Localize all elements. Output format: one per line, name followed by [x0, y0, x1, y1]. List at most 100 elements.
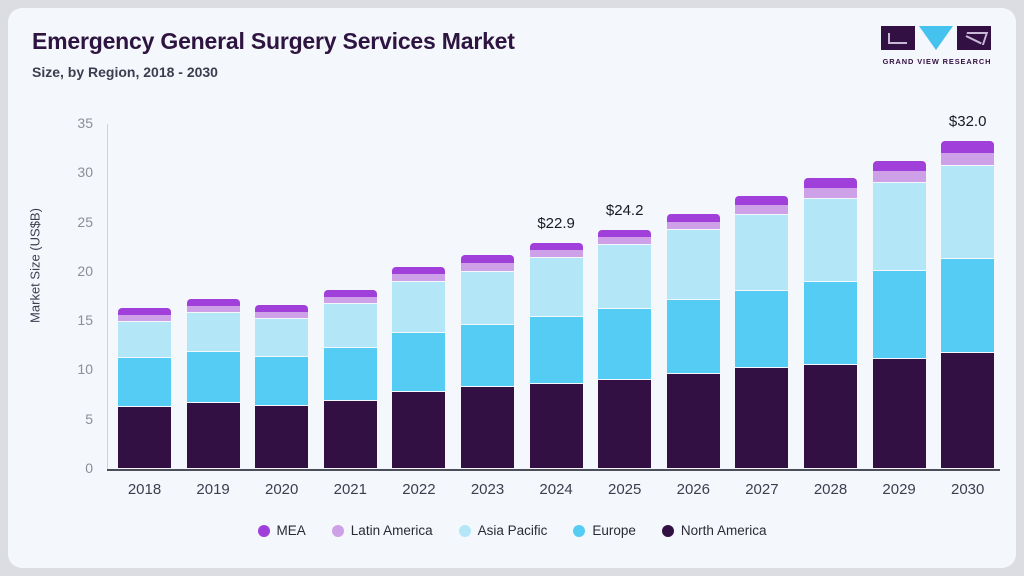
bar-segment[interactable]: [186, 305, 240, 314]
bar-group[interactable]: [941, 124, 995, 469]
page-title: Emergency General Surgery Services Marke…: [32, 28, 515, 54]
bar-group[interactable]: [323, 124, 377, 469]
bar-segment[interactable]: [872, 182, 926, 271]
bar-segment[interactable]: [804, 197, 857, 282]
bar-segment[interactable]: [118, 321, 171, 358]
bar-segment[interactable]: [666, 220, 720, 231]
bar-segment[interactable]: [323, 346, 377, 401]
y-axis-tick-label: 10: [77, 361, 93, 378]
logo-text: GRAND VIEW RESEARCH: [882, 57, 992, 66]
bar-segment[interactable]: [941, 165, 995, 260]
bar-segment[interactable]: [461, 255, 514, 263]
bar-segment[interactable]: [735, 213, 789, 291]
bar-segment[interactable]: [118, 356, 171, 407]
bar-segment[interactable]: [255, 404, 309, 469]
y-axis-tick-label: 30: [77, 164, 93, 181]
bar-segment[interactable]: [186, 401, 240, 469]
bar-segment[interactable]: [255, 318, 309, 357]
bar-segment[interactable]: [529, 383, 583, 469]
bar-segment[interactable]: [872, 357, 926, 469]
bar-segment[interactable]: [666, 229, 720, 301]
bar-segment[interactable]: [941, 151, 995, 167]
x-axis-tick-label: 2021: [333, 481, 367, 498]
bar-group[interactable]: [118, 124, 171, 469]
bar-segment[interactable]: [598, 379, 652, 469]
bar-group[interactable]: [461, 124, 514, 469]
bar-segment[interactable]: [598, 308, 652, 381]
bar-segment[interactable]: [529, 243, 583, 251]
bar-group[interactable]: [804, 124, 857, 469]
x-axis-tick-label: 2025: [608, 481, 642, 498]
bar-group[interactable]: [598, 124, 652, 469]
y-axis-tick-label: 25: [77, 213, 93, 230]
bar-segment[interactable]: [804, 187, 857, 199]
bar-segment[interactable]: [255, 355, 309, 406]
bar-segment[interactable]: [323, 400, 377, 469]
legend-item[interactable]: MEA: [257, 523, 306, 538]
bar-segment[interactable]: [323, 303, 377, 348]
bar-segment[interactable]: [804, 280, 857, 365]
bar-segment[interactable]: [872, 160, 926, 172]
legend-item[interactable]: Asia Pacific: [458, 523, 547, 538]
bar-segment[interactable]: [598, 230, 652, 238]
x-axis-tick-label: 2023: [470, 481, 505, 498]
chart-legend: MEA Latin America Asia Pacific Europe North …: [8, 523, 1016, 538]
bar-segment[interactable]: [804, 178, 857, 189]
bar-segment[interactable]: [735, 367, 789, 469]
legend-item[interactable]: Latin America: [331, 523, 433, 538]
bar-segment[interactable]: [186, 299, 240, 307]
bar-segment[interactable]: [666, 213, 720, 222]
bar-segment[interactable]: [941, 258, 995, 353]
bar-segment[interactable]: [735, 203, 789, 215]
bar-group[interactable]: [666, 124, 720, 469]
bar-segment[interactable]: [529, 249, 583, 259]
bar-group[interactable]: [872, 124, 926, 469]
y-axis-line: [107, 124, 108, 469]
legend-item[interactable]: Europe: [573, 523, 636, 538]
bar-group[interactable]: [529, 124, 583, 469]
bar-segment[interactable]: [666, 373, 720, 469]
bar-segment[interactable]: [735, 289, 789, 369]
bar-segment[interactable]: [255, 305, 309, 313]
bar-segment[interactable]: [118, 314, 171, 323]
bar-segment[interactable]: [872, 269, 926, 359]
bar-group[interactable]: [186, 124, 240, 469]
x-axis-tick-label: 2030: [951, 481, 985, 498]
bar-segment[interactable]: [323, 295, 377, 305]
bar-segment[interactable]: [186, 350, 240, 403]
bar-segment[interactable]: [461, 270, 514, 326]
bar-group[interactable]: [735, 124, 789, 469]
bar-segment[interactable]: [186, 312, 240, 352]
legend-item[interactable]: North America: [661, 523, 766, 538]
page-subtitle: Size, by Region, 2018 - 2030: [32, 64, 218, 80]
bar-segment[interactable]: [941, 140, 995, 153]
bar-segment[interactable]: [392, 280, 446, 333]
bar-segment[interactable]: [872, 170, 926, 184]
bar-segment[interactable]: [461, 262, 514, 272]
bar-segment[interactable]: [598, 244, 652, 310]
bar-segment[interactable]: [461, 324, 514, 388]
bar-segment[interactable]: [392, 266, 446, 274]
bar-segment[interactable]: [598, 236, 652, 246]
legend-label: Latin America: [350, 523, 433, 538]
bar-group[interactable]: [392, 124, 446, 469]
bar-segment[interactable]: [118, 308, 171, 316]
bar-segment[interactable]: [392, 331, 446, 393]
bar-segment[interactable]: [323, 289, 377, 297]
bar-segment[interactable]: [118, 405, 171, 469]
bar-segment[interactable]: [392, 391, 446, 469]
bar-segment[interactable]: [804, 363, 857, 469]
x-axis-tick-label: 2018: [127, 481, 162, 498]
bar-group[interactable]: [255, 124, 309, 469]
bar-segment[interactable]: [735, 195, 789, 205]
bar-segment[interactable]: [392, 272, 446, 282]
bar-segment[interactable]: [255, 311, 309, 320]
bar-segment[interactable]: [461, 386, 514, 469]
bar-segment[interactable]: [666, 299, 720, 375]
x-axis-tick-label: 2020: [265, 481, 299, 498]
g-square-icon: [881, 26, 915, 50]
bar-segment[interactable]: [941, 351, 995, 469]
bar-segment[interactable]: [529, 316, 583, 385]
logo-marks: [881, 26, 993, 52]
bar-segment[interactable]: [529, 257, 583, 318]
